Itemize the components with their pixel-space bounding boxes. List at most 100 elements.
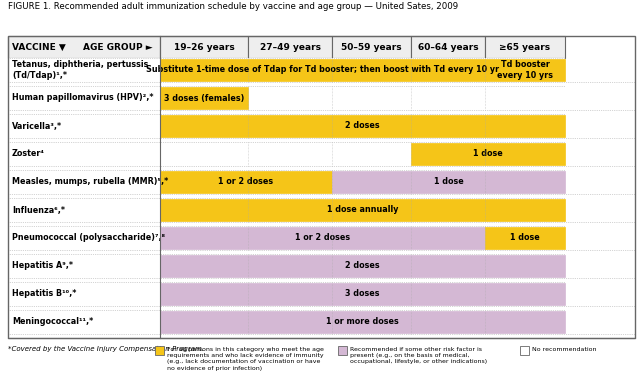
Bar xyxy=(485,114,565,138)
Bar xyxy=(485,142,565,166)
Bar xyxy=(411,282,485,306)
Bar xyxy=(485,170,565,194)
Bar xyxy=(8,86,160,114)
Bar xyxy=(160,282,248,306)
Bar xyxy=(248,170,332,194)
Text: Human papillomavirus (HPV)²,*: Human papillomavirus (HPV)²,* xyxy=(12,93,153,103)
Bar xyxy=(160,142,248,166)
Bar xyxy=(248,114,332,138)
Bar xyxy=(411,143,565,165)
Text: Measles, mumps, rubella (MMR)⁵,*: Measles, mumps, rubella (MMR)⁵,* xyxy=(12,177,168,186)
Bar xyxy=(160,114,248,138)
Bar xyxy=(8,198,160,226)
Bar xyxy=(160,170,248,194)
Bar xyxy=(160,199,565,221)
Bar xyxy=(411,36,485,58)
Bar xyxy=(160,59,485,81)
Bar xyxy=(332,171,565,193)
Bar xyxy=(8,282,160,310)
Bar xyxy=(332,170,411,194)
Text: 1 dose: 1 dose xyxy=(433,177,463,186)
Bar xyxy=(411,58,485,82)
Text: Substitute 1-time dose of Tdap for Td booster; then boost with Td every 10 yr: Substitute 1-time dose of Tdap for Td bo… xyxy=(146,65,499,74)
Bar xyxy=(248,226,332,250)
Bar xyxy=(8,36,635,338)
Text: Influenza⁶,*: Influenza⁶,* xyxy=(12,205,65,215)
Bar xyxy=(485,282,565,306)
Bar xyxy=(485,36,565,58)
Bar xyxy=(160,87,248,109)
Text: 1 dose annually: 1 dose annually xyxy=(327,205,398,215)
Bar xyxy=(155,346,164,355)
Text: 50–59 years: 50–59 years xyxy=(341,42,402,51)
Text: 1 dose: 1 dose xyxy=(510,234,540,243)
Text: 2 doses: 2 doses xyxy=(345,262,380,270)
Bar xyxy=(332,254,411,278)
Bar xyxy=(8,36,160,58)
Text: 60–64 years: 60–64 years xyxy=(418,42,478,51)
Text: 1 or 2 doses: 1 or 2 doses xyxy=(295,234,350,243)
Bar xyxy=(411,310,485,334)
Bar xyxy=(248,58,332,82)
Bar xyxy=(338,346,347,355)
Text: Tetanus, diphtheria, pertussis
(Td/Tdap)¹,*: Tetanus, diphtheria, pertussis (Td/Tdap)… xyxy=(12,60,148,80)
Bar xyxy=(485,310,565,334)
Bar xyxy=(485,226,565,250)
Bar xyxy=(332,226,411,250)
Bar xyxy=(8,226,160,254)
Bar xyxy=(160,171,332,193)
Bar xyxy=(248,310,332,334)
Bar xyxy=(8,58,160,86)
Bar xyxy=(411,170,485,194)
Text: 27–49 years: 27–49 years xyxy=(260,42,320,51)
Bar xyxy=(332,310,411,334)
Bar xyxy=(160,283,565,305)
Bar xyxy=(160,310,248,334)
Text: 1 dose: 1 dose xyxy=(473,150,503,158)
Text: 1 or more doses: 1 or more doses xyxy=(326,317,399,327)
Text: *Covered by the Vaccine Injury Compensation Program.: *Covered by the Vaccine Injury Compensat… xyxy=(8,346,204,352)
Bar xyxy=(248,198,332,222)
Bar xyxy=(8,254,160,282)
Bar xyxy=(248,254,332,278)
Bar xyxy=(485,227,565,249)
Bar xyxy=(411,142,485,166)
Text: Hepatitis A⁹,*: Hepatitis A⁹,* xyxy=(12,262,73,270)
Bar xyxy=(248,282,332,306)
Text: Meningococcal¹¹,*: Meningococcal¹¹,* xyxy=(12,317,93,327)
Bar xyxy=(332,282,411,306)
Bar xyxy=(411,86,485,110)
Bar xyxy=(160,58,248,82)
Bar xyxy=(160,227,485,249)
Bar xyxy=(160,86,248,110)
Bar xyxy=(332,198,411,222)
Text: Varicella³,*: Varicella³,* xyxy=(12,122,62,131)
Text: Zoster⁴: Zoster⁴ xyxy=(12,150,45,158)
Bar xyxy=(485,86,565,110)
Bar xyxy=(160,254,248,278)
Bar xyxy=(332,114,411,138)
Bar xyxy=(160,255,565,277)
Text: 3 doses (females): 3 doses (females) xyxy=(164,93,244,103)
Text: AGE GROUP ►: AGE GROUP ► xyxy=(83,42,153,51)
Bar xyxy=(8,142,160,170)
Bar xyxy=(160,311,565,333)
Bar xyxy=(160,226,248,250)
Text: 1 or 2 doses: 1 or 2 doses xyxy=(219,177,274,186)
Bar xyxy=(332,58,411,82)
Bar xyxy=(411,198,485,222)
Bar xyxy=(520,346,529,355)
Bar xyxy=(485,254,565,278)
Bar xyxy=(332,86,411,110)
Bar xyxy=(332,36,411,58)
Bar xyxy=(411,114,485,138)
Text: ≥65 years: ≥65 years xyxy=(499,42,551,51)
Text: 2 doses: 2 doses xyxy=(345,122,380,131)
Text: Recommended if some other risk factor is
present (e.g., on the basis of medical,: Recommended if some other risk factor is… xyxy=(350,347,487,365)
Bar xyxy=(485,58,565,82)
Bar xyxy=(248,142,332,166)
Text: FIGURE 1. Recommended adult immunization schedule by vaccine and age group — Uni: FIGURE 1. Recommended adult immunization… xyxy=(8,2,458,11)
Text: Td booster
every 10 yrs: Td booster every 10 yrs xyxy=(497,60,553,80)
Bar xyxy=(160,36,248,58)
Bar xyxy=(411,254,485,278)
